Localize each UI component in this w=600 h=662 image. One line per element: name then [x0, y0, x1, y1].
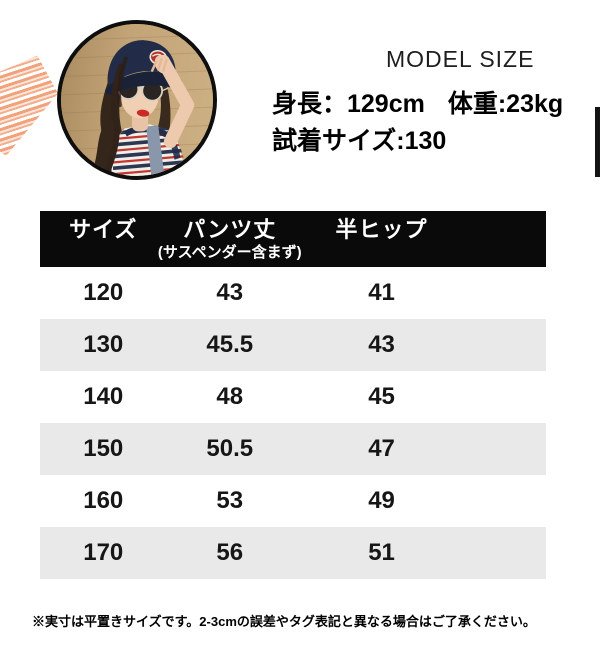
column-header-spacer [470, 211, 546, 267]
size-cell: 120 [83, 279, 124, 306]
footnote: ※実寸は平置きサイズです。2-3cmの誤差やタグ表記と異なる場合はご了承ください… [32, 614, 536, 629]
pants-length-cell: 48 [216, 383, 244, 410]
model-photo-illustration [61, 24, 213, 176]
table-row: 170 56 51 [40, 527, 546, 579]
size-table: サイズ パンツ丈 (サスペンダー含まず) 半ヒップ 120 43 41 130 … [40, 211, 546, 579]
front-hair-strands [104, 56, 128, 175]
table-row: 120 43 41 [40, 267, 546, 319]
size-cell: 150 [83, 435, 124, 462]
pants-length-cell: 50.5 [206, 435, 254, 462]
model-photo [57, 20, 217, 180]
model-fitting-size: 試着サイズ:130 [272, 127, 447, 155]
model-height: 身長：129cm [272, 90, 425, 118]
model-size-title: MODEL SIZE [386, 46, 535, 72]
model-weight: 体重:23kg [447, 90, 564, 118]
pants-length-cell: 56 [216, 539, 244, 566]
column-header-half-hip: 半ヒップ [335, 217, 428, 242]
denim-strap [146, 125, 165, 176]
spacer-cell [470, 423, 546, 475]
model-stats-line1: 身長：129cm 体重:23kg [272, 86, 563, 123]
size-cell: 130 [83, 331, 124, 358]
half-hip-cell: 47 [368, 435, 395, 462]
model-stats: 身長：129cm 体重:23kg 試着サイズ:130 [272, 86, 563, 160]
half-hip-cell: 43 [368, 331, 395, 358]
spacer-cell [470, 371, 546, 423]
spacer-cell [470, 319, 546, 371]
size-cell: 140 [83, 383, 124, 410]
size-table-header: サイズ パンツ丈 (サスペンダー含まず) 半ヒップ [40, 211, 546, 267]
pants-length-cell: 43 [216, 279, 244, 306]
spacer-cell [470, 475, 546, 527]
half-hip-cell: 41 [368, 279, 395, 306]
half-hip-cell: 51 [368, 539, 395, 566]
half-hip-cell: 49 [368, 487, 395, 514]
pants-length-cell: 53 [216, 487, 244, 514]
size-cell: 170 [83, 539, 124, 566]
spacer-cell [470, 267, 546, 319]
table-row: 160 53 49 [40, 475, 546, 527]
column-header-pants-length: パンツ丈 (サスペンダー含まず) [157, 217, 302, 261]
spacer-cell [470, 527, 546, 579]
column-header-size: サイズ [69, 217, 138, 242]
table-row: 140 48 45 [40, 371, 546, 423]
column-header-pants-length-note: (サスペンダー含まず) [157, 244, 302, 261]
girl-lips [136, 109, 150, 117]
girl-arm [150, 54, 195, 149]
table-row: 130 45.5 43 [40, 319, 546, 371]
pants-length-cell: 45.5 [206, 331, 254, 358]
table-row: 150 50.5 47 [40, 423, 546, 475]
cropped-edge-mark [595, 107, 600, 177]
size-cell: 160 [83, 487, 124, 514]
half-hip-cell: 45 [368, 383, 395, 410]
